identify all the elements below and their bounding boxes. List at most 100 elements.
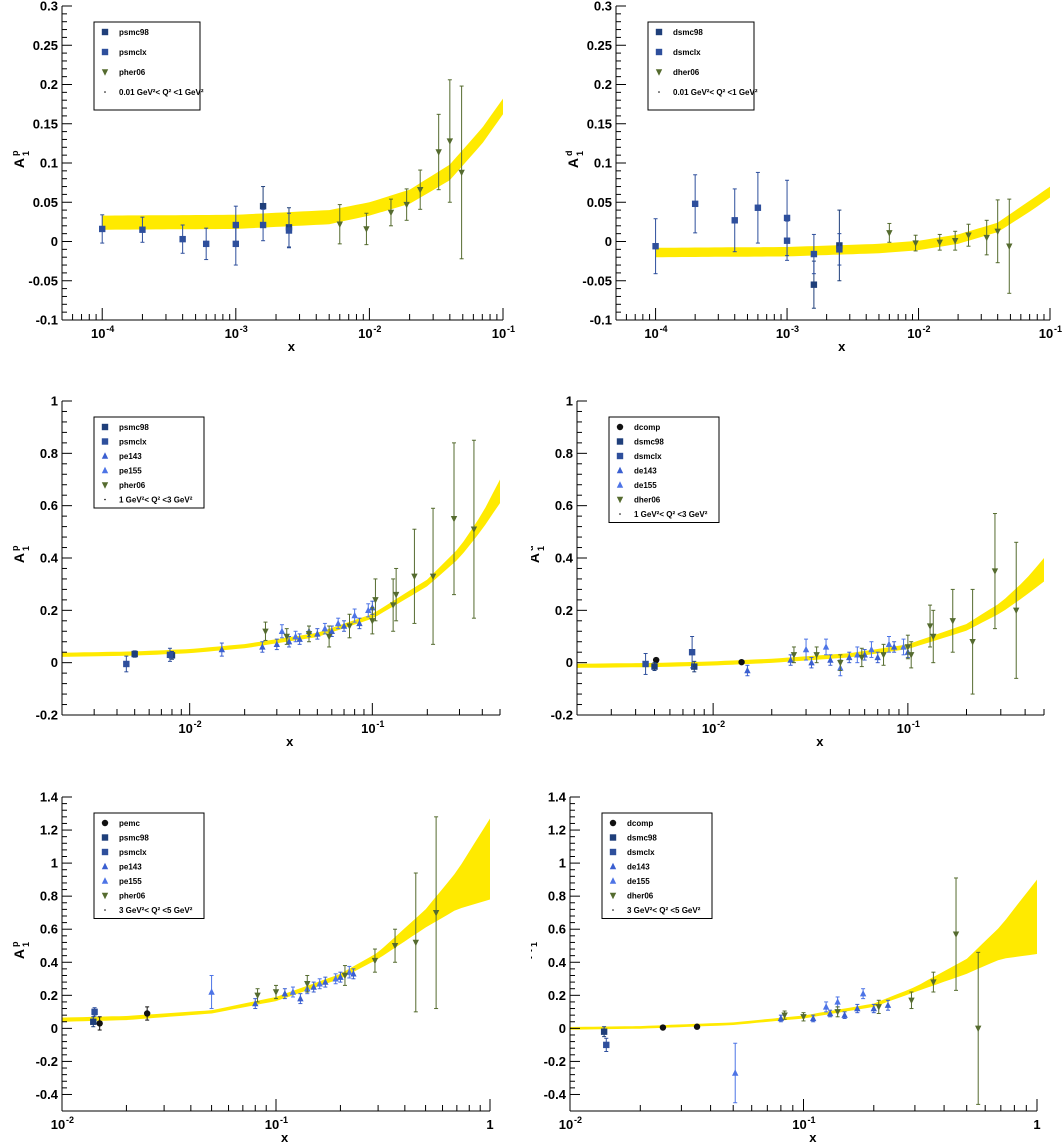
legend-marker — [101, 848, 109, 856]
data-point — [875, 1004, 882, 1011]
y-axis-label-main: A — [531, 949, 535, 959]
x-axis-label: x — [281, 1130, 289, 1145]
y-tick-label: 1 — [566, 394, 573, 409]
data-point — [754, 204, 762, 211]
data-point — [259, 221, 267, 229]
data-point — [868, 645, 875, 653]
data-point — [907, 652, 915, 659]
legend-item: dher06 — [609, 892, 654, 901]
x-tick-base: 10 — [51, 1117, 65, 1132]
data-point — [369, 618, 376, 625]
legend-box — [608, 416, 720, 523]
data-point — [336, 221, 343, 228]
y-tick-label: 0 — [51, 234, 58, 249]
data-point — [822, 643, 830, 650]
data-point — [813, 652, 820, 659]
series-dsmclx — [652, 171, 843, 275]
legend-label: dsmc98 — [627, 834, 657, 843]
x-tick-base: 1 — [1033, 1117, 1040, 1132]
chart-panel-bottom-right: -0.4-0.200.20.40.60.811.21.410-210-11xAd… — [531, 790, 1041, 1145]
x-tick-label: 1 — [486, 1117, 493, 1132]
legend-label: 3 GeV²< Q² <5 GeV² — [627, 906, 701, 915]
y-tick-label: 0 — [51, 1021, 58, 1036]
x-axis-label: x — [286, 734, 294, 749]
x-tick-label: 10 -2 — [358, 324, 381, 341]
data-point — [834, 1009, 841, 1016]
y-tick-label: 0.1 — [594, 156, 612, 171]
data-point — [297, 994, 304, 1002]
data-point — [936, 239, 943, 246]
series-de155 — [732, 988, 867, 1104]
legend-marker — [101, 819, 109, 827]
y-tick-label: 0.8 — [40, 446, 58, 461]
series-dher06 — [781, 877, 982, 1105]
data-point — [652, 656, 660, 664]
x-tick-label: 10 -1 — [792, 1115, 815, 1132]
data-point — [416, 186, 424, 194]
y-axis-label-sub: 1 — [575, 151, 585, 156]
legend-marker — [104, 91, 106, 93]
y-axis-label-main: A — [531, 553, 542, 563]
legend-item: de155 — [609, 877, 650, 886]
y-tick-label: 0.3 — [40, 0, 58, 14]
data-point — [435, 149, 442, 156]
data-point — [651, 663, 658, 670]
x-tick-base: 10 — [702, 721, 716, 736]
legend-label: dcomp — [627, 819, 653, 828]
data-point — [965, 232, 972, 239]
y-tick-label: -0.2 — [36, 1054, 58, 1069]
legend: dsmc98 dsmclx dher06 0.01 GeV²< Q² <1 GeV² — [647, 21, 758, 111]
data-point — [412, 939, 419, 947]
data-point — [292, 632, 299, 640]
x-tick-base: 10 — [91, 326, 105, 341]
data-point — [321, 624, 329, 632]
x-tick-base: 10 — [1039, 326, 1053, 341]
legend: pemc psmc98 psmclx pe143 pe155 pher06 3 GeV²< … — [93, 812, 205, 919]
x-tick-exponent: -2 — [574, 1115, 582, 1125]
data-point — [890, 643, 898, 650]
data-point — [652, 243, 659, 250]
legend-label: dcomp — [634, 423, 660, 432]
data-point — [808, 658, 815, 666]
y-tick-label: 0.6 — [548, 922, 566, 937]
x-tick-exponent: -1 — [280, 1115, 288, 1125]
data-point — [450, 516, 458, 523]
series-psmclx — [99, 205, 293, 266]
x-tick-label: 10 -1 — [265, 1115, 288, 1132]
legend-label: 1 GeV²< Q² <3 GeV² — [634, 510, 708, 519]
y-tick-label: 0 — [51, 655, 58, 670]
y-tick-label: 0.2 — [555, 603, 573, 618]
x-tick-base: 1 — [486, 1117, 493, 1132]
legend-label: dsmclx — [634, 452, 662, 461]
data-point — [305, 631, 313, 638]
x-tick-exponent: -2 — [373, 324, 381, 334]
series-dsmc98 — [810, 209, 843, 309]
data-point — [131, 650, 138, 658]
legend-label: psmc98 — [119, 28, 149, 37]
series-pher06 — [262, 439, 478, 648]
data-point — [732, 1069, 739, 1076]
legend-marker — [609, 819, 617, 827]
x-tick-label: 10 -2 — [559, 1115, 582, 1132]
x-tick-label: 10 -1 — [492, 324, 515, 341]
data-point — [337, 973, 344, 980]
data-point — [232, 240, 240, 248]
y-tick-label: 0.2 — [40, 988, 58, 1003]
y-axis-label: Ap 1 — [10, 150, 31, 168]
legend-label: psmclx — [119, 438, 147, 447]
y-tick-label: 0.4 — [40, 955, 59, 970]
chart-panel-bottom-left: -0.4-0.200.20.40.60.811.21.410 -2 10 -1 1xAp… — [10, 790, 494, 1145]
legend-marker — [101, 423, 109, 431]
data-point — [432, 909, 440, 917]
x-tick-base: 10 — [492, 326, 506, 341]
data-point — [273, 640, 281, 648]
x-axis-label: x — [809, 1130, 817, 1145]
y-axis-label: Ap 1 — [10, 941, 31, 959]
legend-marker — [616, 466, 624, 474]
y-axis-label-sub: 1 — [536, 546, 546, 551]
legend-item: dcomp — [616, 423, 660, 432]
y-tick-label: 1.4 — [40, 790, 59, 805]
series-de143 — [777, 999, 892, 1023]
